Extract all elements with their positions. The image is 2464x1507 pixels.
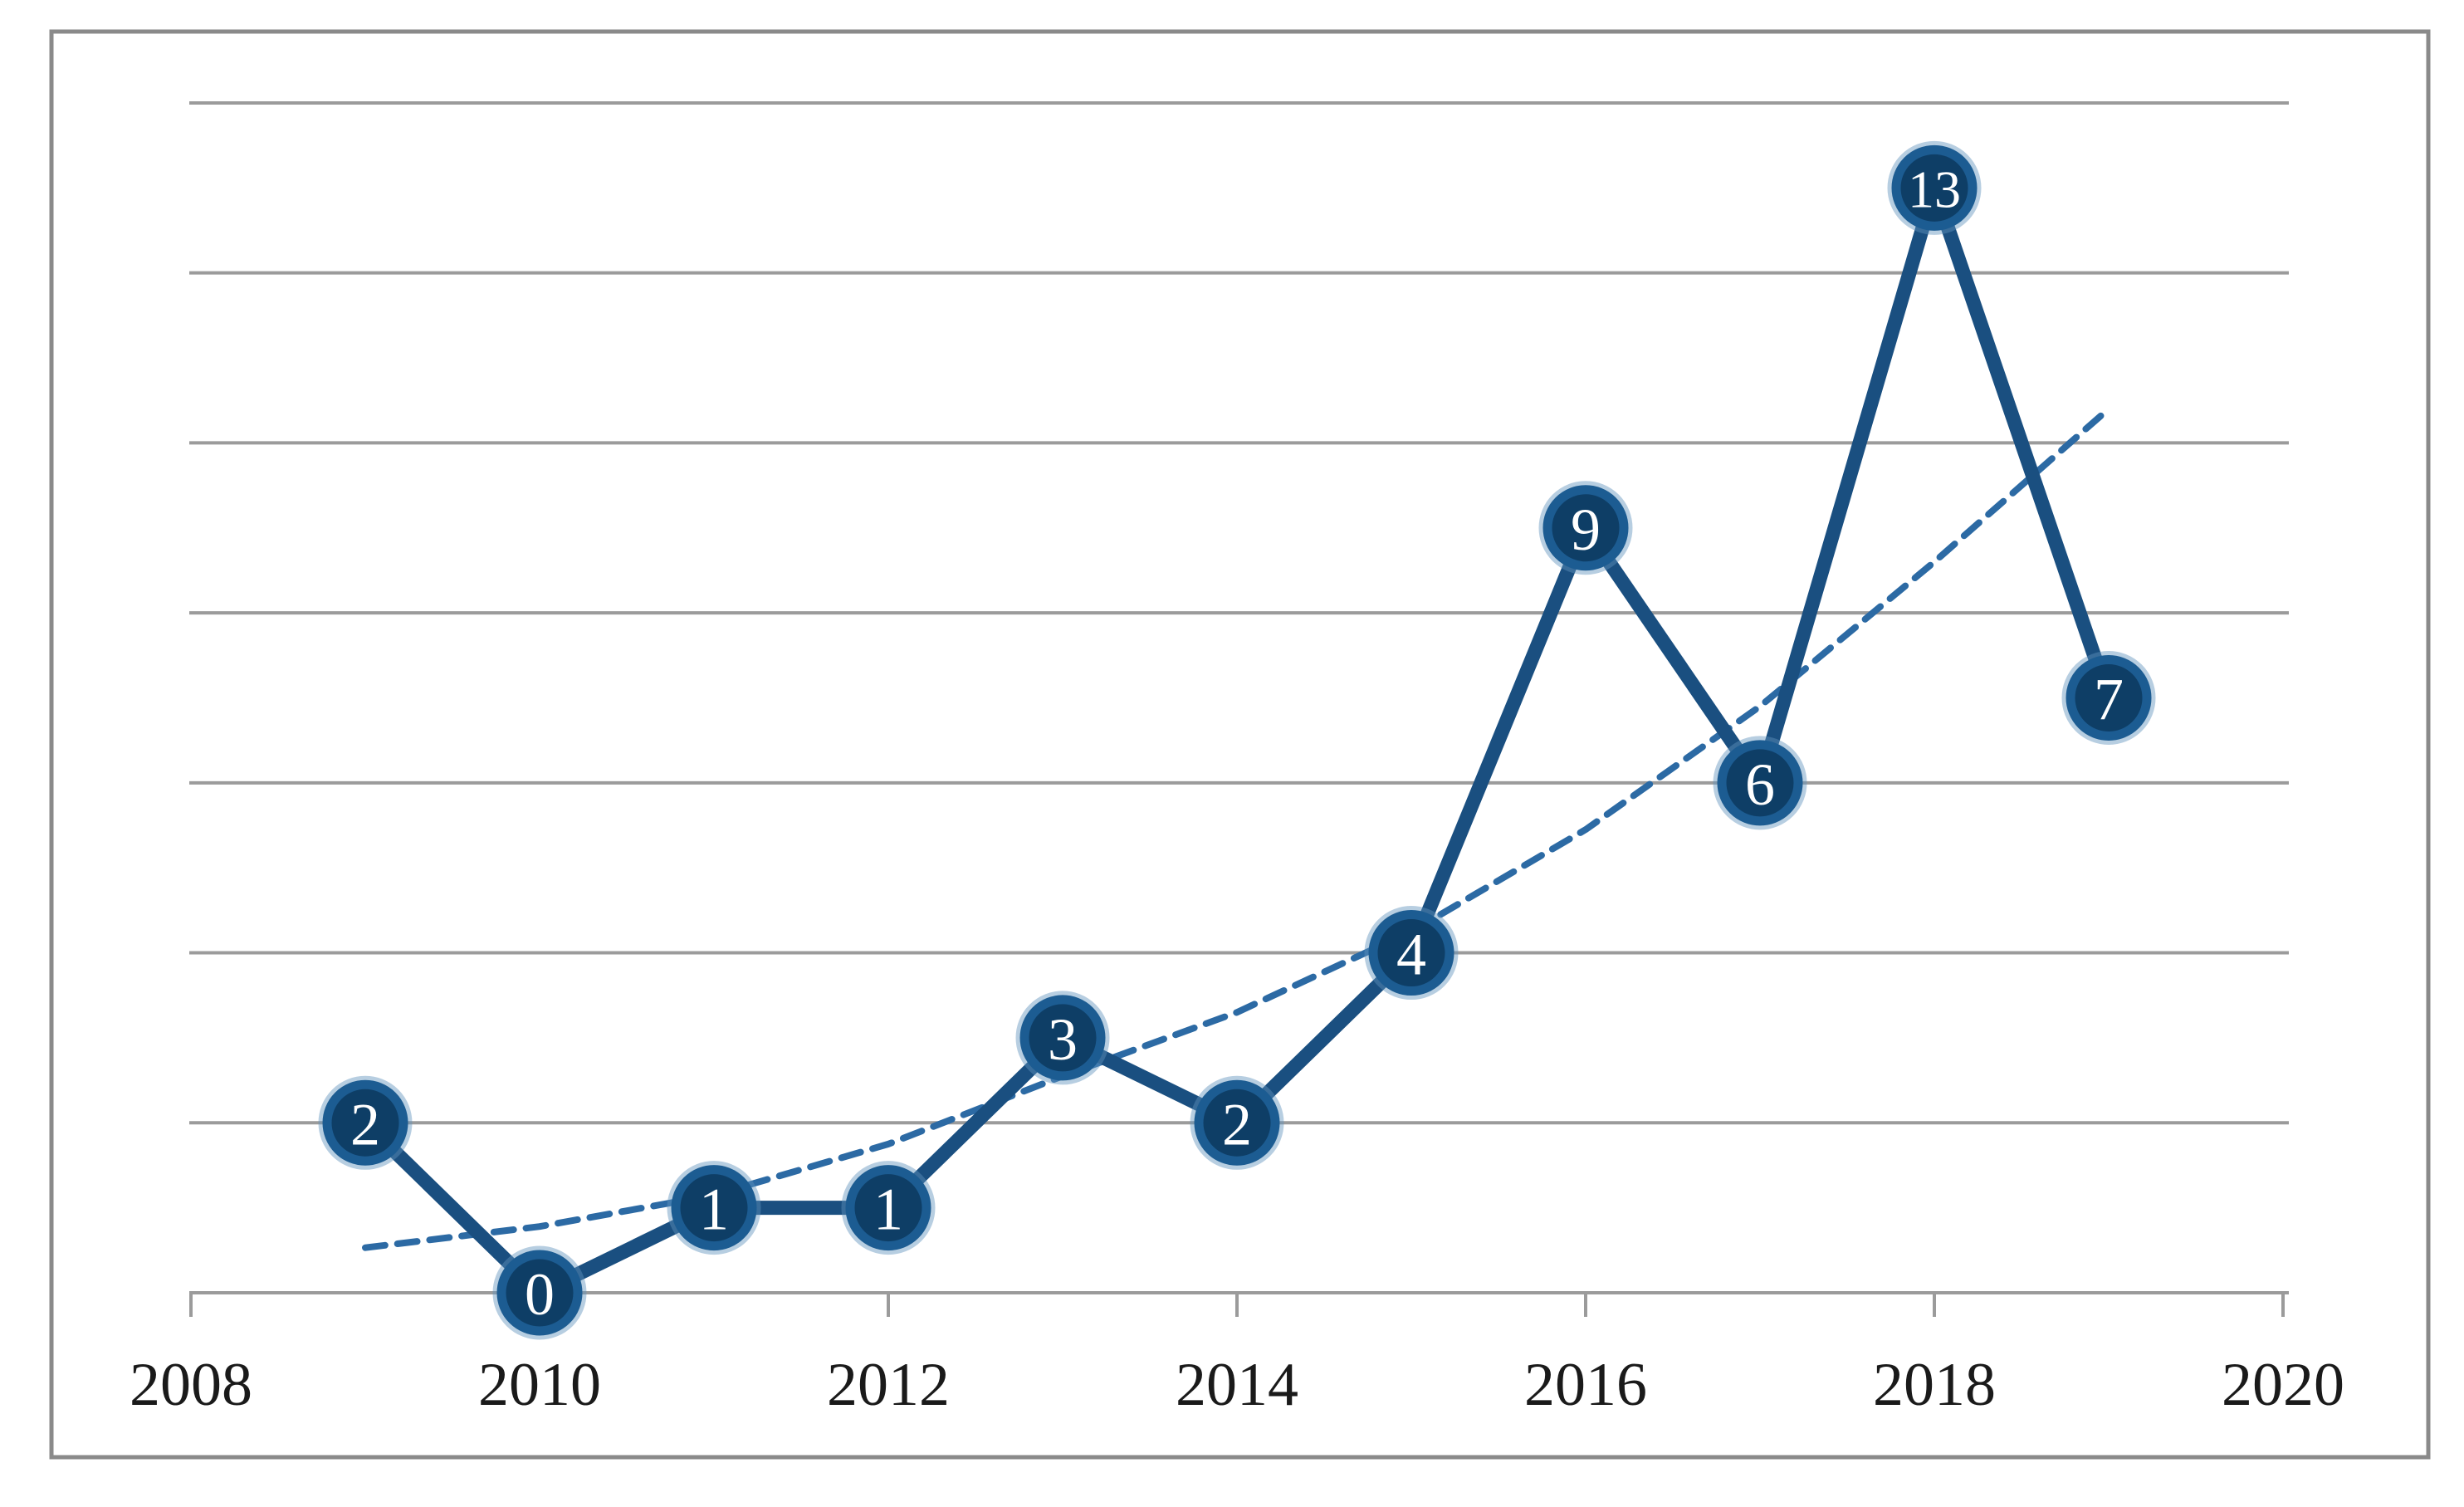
x-tick-label: 2020 — [2222, 1351, 2344, 1419]
data-point-label: 9 — [1571, 497, 1601, 563]
data-point-halo — [1190, 1075, 1284, 1170]
data-point-label: 13 — [1908, 159, 1961, 218]
data-point-halo — [318, 1075, 413, 1170]
x-tick-label: 2016 — [1524, 1351, 1647, 1419]
data-point-label: 1 — [699, 1177, 729, 1243]
data-point-marker — [671, 1165, 757, 1251]
data-point-label: 6 — [1745, 751, 1775, 818]
x-tick-label: 2012 — [827, 1351, 950, 1419]
data-point-label: 0 — [525, 1261, 555, 1328]
data-point-label: 3 — [1048, 1006, 1078, 1073]
data-point-marker — [1019, 995, 1106, 1081]
data-point-halo — [1538, 481, 1633, 575]
data-point-marker — [2066, 654, 2152, 741]
data-point-marker — [1194, 1079, 1280, 1166]
data-point-marker — [322, 1079, 408, 1166]
data-point-label: 7 — [2094, 666, 2124, 732]
data-point-marker — [496, 1250, 583, 1336]
data-point-halo — [667, 1161, 761, 1255]
x-tick-label: 2008 — [130, 1351, 252, 1419]
plot-frame — [49, 29, 2431, 1460]
data-point-marker — [1891, 144, 1978, 231]
data-point-halo — [1364, 906, 1459, 1001]
data-point-label: 2 — [350, 1091, 380, 1157]
x-tick-label: 2018 — [1873, 1351, 1996, 1419]
data-point-label: 1 — [873, 1177, 903, 1243]
data-point-marker — [1368, 910, 1454, 996]
data-point-label: 2 — [1222, 1091, 1252, 1157]
data-point-halo — [1015, 991, 1110, 1085]
x-tick-label: 2014 — [1176, 1351, 1298, 1419]
data-point-marker — [845, 1165, 931, 1251]
data-point-label: 4 — [1396, 922, 1426, 988]
data-point-marker — [1542, 485, 1629, 571]
x-tick-label: 2010 — [478, 1351, 601, 1419]
data-point-halo — [841, 1161, 936, 1255]
data-point-halo — [1887, 140, 1982, 235]
data-point-halo — [492, 1245, 587, 1340]
data-point-marker — [1717, 740, 1803, 826]
data-point-halo — [1713, 736, 1807, 830]
data-point-halo — [2061, 650, 2156, 745]
trendline — [362, 405, 2112, 1251]
